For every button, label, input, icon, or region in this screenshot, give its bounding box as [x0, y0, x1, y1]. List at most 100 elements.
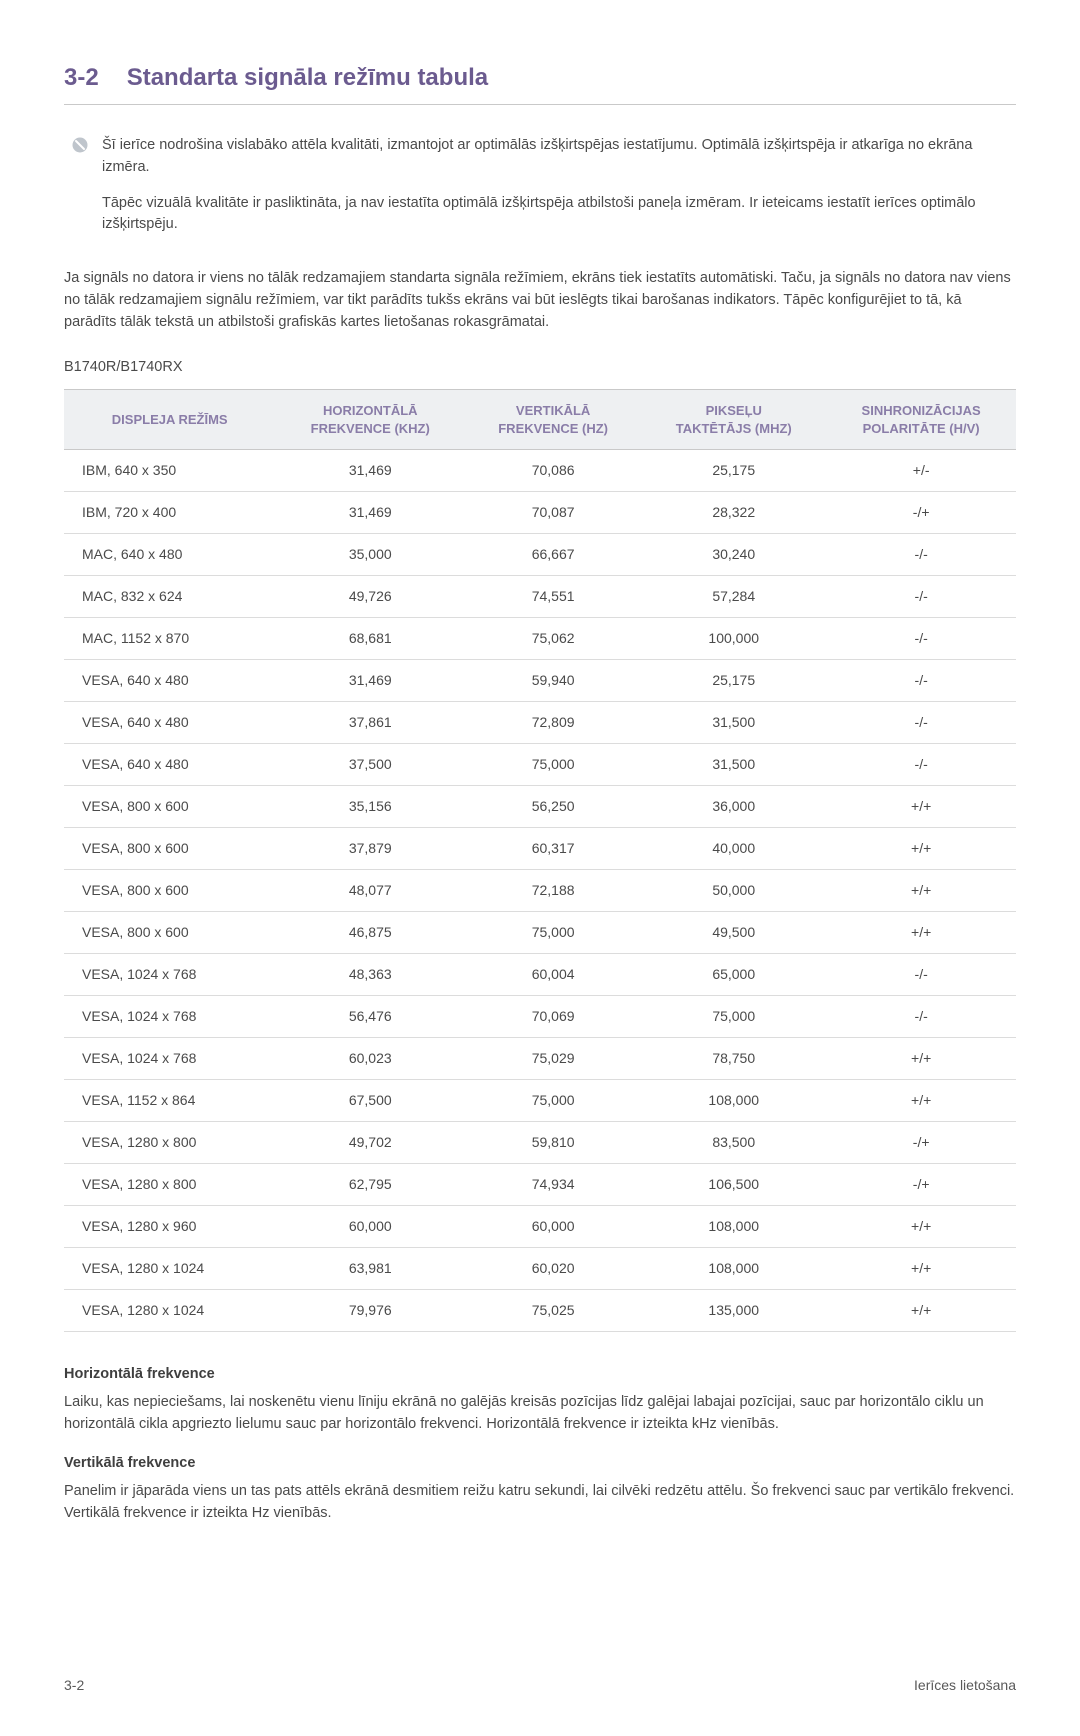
table-row: MAC, 1152 x 87068,68175,062100,000-/- [64, 618, 1016, 660]
table-row: VESA, 800 x 60048,07772,18850,000+/+ [64, 870, 1016, 912]
table-cell: 60,004 [465, 954, 641, 996]
signal-mode-table: DISPLEJA REŽĪMS HORIZONTĀLĀFREKVENCE (KH… [64, 389, 1016, 1332]
table-cell: VESA, 1280 x 1024 [64, 1290, 275, 1332]
table-row: IBM, 720 x 40031,46970,08728,322-/+ [64, 492, 1016, 534]
table-cell: 49,702 [275, 1122, 465, 1164]
table-cell: -/+ [826, 492, 1016, 534]
table-cell: 50,000 [641, 870, 826, 912]
table-row: VESA, 640 x 48037,86172,80931,500-/- [64, 702, 1016, 744]
definition-title: Vertikālā frekvence [64, 1453, 1016, 1475]
table-row: VESA, 1280 x 102463,98160,020108,000+/+ [64, 1248, 1016, 1290]
page-footer: 3-2 Ierīces lietošana [64, 1675, 1016, 1696]
table-cell: 36,000 [641, 786, 826, 828]
table-cell: VESA, 1024 x 768 [64, 1038, 275, 1080]
table-cell: +/+ [826, 786, 1016, 828]
table-cell: 25,175 [641, 660, 826, 702]
table-cell: 37,879 [275, 828, 465, 870]
table-cell: 135,000 [641, 1290, 826, 1332]
table-cell: 74,934 [465, 1164, 641, 1206]
col-header: SINHRONIZĀCIJASPOLARITĀTE (H/V) [826, 390, 1016, 450]
table-cell: 49,500 [641, 912, 826, 954]
table-cell: 66,667 [465, 534, 641, 576]
table-row: VESA, 1152 x 86467,50075,000108,000+/+ [64, 1080, 1016, 1122]
table-row: VESA, 1280 x 102479,97675,025135,000+/+ [64, 1290, 1016, 1332]
table-cell: 28,322 [641, 492, 826, 534]
table-row: VESA, 640 x 48031,46959,94025,175-/- [64, 660, 1016, 702]
table-cell: 75,000 [465, 1080, 641, 1122]
table-cell: -/- [826, 576, 1016, 618]
table-cell: VESA, 1280 x 800 [64, 1122, 275, 1164]
table-row: VESA, 1024 x 76856,47670,06975,000-/- [64, 996, 1016, 1038]
table-row: MAC, 640 x 48035,00066,66730,240-/- [64, 534, 1016, 576]
table-cell: 63,981 [275, 1248, 465, 1290]
col-header: PIKSEĻUTAKTĒTĀJS (MHZ) [641, 390, 826, 450]
table-cell: MAC, 640 x 480 [64, 534, 275, 576]
table-cell: VESA, 1280 x 800 [64, 1164, 275, 1206]
table-cell: 75,029 [465, 1038, 641, 1080]
table-cell: +/+ [826, 1080, 1016, 1122]
table-row: VESA, 1024 x 76860,02375,02978,750+/+ [64, 1038, 1016, 1080]
table-cell: 35,156 [275, 786, 465, 828]
table-cell: +/- [826, 450, 1016, 492]
table-cell: 65,000 [641, 954, 826, 996]
table-cell: -/+ [826, 1164, 1016, 1206]
table-cell: 72,188 [465, 870, 641, 912]
table-cell: 59,940 [465, 660, 641, 702]
table-cell: VESA, 1024 x 768 [64, 996, 275, 1038]
definition-title: Horizontālā frekvence [64, 1364, 1016, 1386]
table-cell: VESA, 800 x 600 [64, 786, 275, 828]
table-row: VESA, 800 x 60035,15656,25036,000+/+ [64, 786, 1016, 828]
table-cell: -/- [826, 996, 1016, 1038]
table-cell: 75,025 [465, 1290, 641, 1332]
table-cell: 31,500 [641, 744, 826, 786]
table-cell: -/+ [826, 1122, 1016, 1164]
model-label: B1740R/B1740RX [64, 357, 1016, 379]
table-cell: 60,020 [465, 1248, 641, 1290]
table-cell: VESA, 640 x 480 [64, 702, 275, 744]
table-cell: -/- [826, 534, 1016, 576]
table-cell: 68,681 [275, 618, 465, 660]
table-body: IBM, 640 x 35031,46970,08625,175+/-IBM, … [64, 450, 1016, 1332]
table-cell: 70,086 [465, 450, 641, 492]
table-cell: 35,000 [275, 534, 465, 576]
table-cell: +/+ [826, 1038, 1016, 1080]
table-row: MAC, 832 x 62449,72674,55157,284-/- [64, 576, 1016, 618]
table-cell: 31,469 [275, 660, 465, 702]
table-cell: VESA, 640 x 480 [64, 660, 275, 702]
table-cell: IBM, 720 x 400 [64, 492, 275, 534]
table-cell: 37,500 [275, 744, 465, 786]
table-cell: 106,500 [641, 1164, 826, 1206]
table-cell: 48,077 [275, 870, 465, 912]
note-paragraph: Šī ierīce nodrošina vislabāko attēla kva… [102, 135, 1016, 179]
table-cell: 67,500 [275, 1080, 465, 1122]
table-row: VESA, 1280 x 96060,00060,000108,000+/+ [64, 1206, 1016, 1248]
table-row: VESA, 1024 x 76848,36360,00465,000-/- [64, 954, 1016, 996]
table-cell: 40,000 [641, 828, 826, 870]
note-block: Šī ierīce nodrošina vislabāko attēla kva… [72, 135, 1016, 250]
table-row: VESA, 640 x 48037,50075,00031,500-/- [64, 744, 1016, 786]
table-row: VESA, 1280 x 80049,70259,81083,500-/+ [64, 1122, 1016, 1164]
table-cell: 75,000 [465, 744, 641, 786]
table-row: VESA, 1280 x 80062,79574,934106,500-/+ [64, 1164, 1016, 1206]
intro-paragraph: Ja signāls no datora ir viens no tālāk r… [64, 268, 1016, 333]
table-cell: 46,875 [275, 912, 465, 954]
info-icon [72, 137, 88, 153]
table-cell: 83,500 [641, 1122, 826, 1164]
table-cell: +/+ [826, 870, 1016, 912]
table-cell: 75,000 [465, 912, 641, 954]
table-cell: VESA, 1280 x 960 [64, 1206, 275, 1248]
table-cell: 56,476 [275, 996, 465, 1038]
table-cell: 31,469 [275, 492, 465, 534]
table-header: DISPLEJA REŽĪMS HORIZONTĀLĀFREKVENCE (KH… [64, 390, 1016, 450]
table-cell: VESA, 1152 x 864 [64, 1080, 275, 1122]
table-cell: 60,023 [275, 1038, 465, 1080]
col-header: VERTIKĀLĀFREKVENCE (HZ) [465, 390, 641, 450]
table-row: VESA, 800 x 60037,87960,31740,000+/+ [64, 828, 1016, 870]
table-cell: 100,000 [641, 618, 826, 660]
table-cell: -/- [826, 744, 1016, 786]
table-cell: 37,861 [275, 702, 465, 744]
table-cell: VESA, 800 x 600 [64, 828, 275, 870]
table-cell: 108,000 [641, 1080, 826, 1122]
table-cell: +/+ [826, 828, 1016, 870]
table-cell: 72,809 [465, 702, 641, 744]
